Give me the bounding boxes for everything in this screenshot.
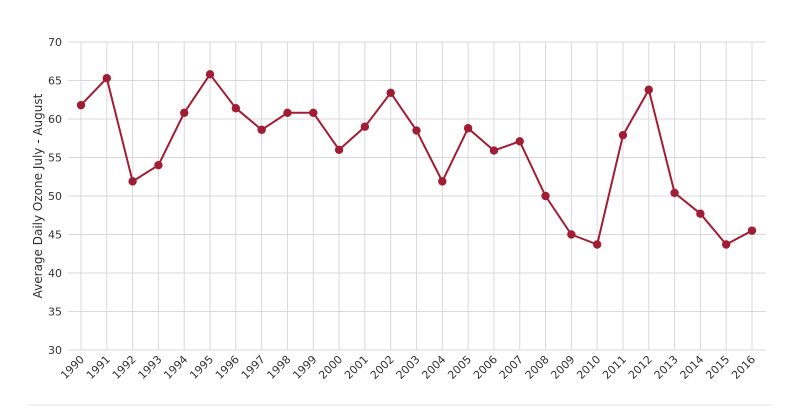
y-tick-label-60: 60 <box>48 113 62 126</box>
data-point-2006 <box>489 146 499 155</box>
x-tick-label-2015: 2015 <box>703 353 732 382</box>
data-point-1990 <box>76 100 86 110</box>
data-point-2003 <box>412 126 421 135</box>
data-point-1994 <box>180 108 189 118</box>
x-tick-label-1998: 1998 <box>265 353 294 382</box>
data-point-2005 <box>463 124 473 133</box>
data-point-1993 <box>154 161 163 170</box>
y-tick-label-65: 65 <box>48 75 62 88</box>
data-point-2009 <box>567 230 576 239</box>
y-tick-label-30: 30 <box>48 344 62 357</box>
y-axis-ticks: 30 35 40 45 50 55 60 65 70 <box>48 36 62 357</box>
x-tick-label-1995: 1995 <box>187 353 216 382</box>
data-point-2010 <box>592 240 602 249</box>
x-tick-label-2006: 2006 <box>471 353 500 382</box>
data-point-2002 <box>386 88 395 98</box>
x-tick-label-1994: 1994 <box>161 353 190 382</box>
y-tick-label-55: 55 <box>48 152 62 165</box>
x-tick-label-2001: 2001 <box>342 353 371 382</box>
x-tick-label-2016: 2016 <box>729 353 758 382</box>
x-tick-label-1999: 1999 <box>290 353 319 382</box>
x-tick-label-1997: 1997 <box>239 353 268 382</box>
data-point-1998 <box>283 108 292 118</box>
y-tick-label-45: 45 <box>48 229 62 242</box>
data-point-2016 <box>747 226 757 235</box>
x-tick-label-2004: 2004 <box>419 353 448 382</box>
data-point-1997 <box>257 125 266 134</box>
data-point-2007 <box>515 137 524 146</box>
data-point-2000 <box>334 145 344 154</box>
data-point-2015 <box>721 240 731 249</box>
y-tick-label-40: 40 <box>48 267 62 280</box>
data-point-1991 <box>102 73 112 83</box>
x-axis-ticks: 1990199119921993199419951996199719981999… <box>58 353 758 382</box>
x-tick-label-2007: 2007 <box>497 353 526 382</box>
x-tick-label-2014: 2014 <box>678 353 707 382</box>
data-point-2004 <box>438 177 447 186</box>
data-point-2011 <box>618 130 628 140</box>
data-point-2013 <box>670 188 679 198</box>
x-tick-label-2009: 2009 <box>548 353 577 382</box>
y-axis-label: Average Daily Ozone July - August <box>31 93 45 298</box>
x-tick-label-2000: 2000 <box>316 353 345 382</box>
x-tick-label-2005: 2005 <box>445 353 474 382</box>
series-group <box>76 70 757 249</box>
data-point-1999 <box>309 108 318 118</box>
x-tick-label-2002: 2002 <box>368 353 397 382</box>
x-tick-label-2010: 2010 <box>574 353 603 382</box>
y-tick-label-70: 70 <box>48 36 62 49</box>
x-tick-label-1996: 1996 <box>213 353 242 382</box>
x-tick-label-2013: 2013 <box>652 353 681 382</box>
data-point-1996 <box>231 104 241 113</box>
x-tick-label-1991: 1991 <box>84 353 113 382</box>
x-tick-label-2003: 2003 <box>394 353 423 382</box>
x-tick-label-1990: 1990 <box>58 353 87 382</box>
data-point-1995 <box>205 70 215 79</box>
x-tick-label-2011: 2011 <box>600 353 629 382</box>
data-point-1992 <box>128 177 137 186</box>
y-tick-label-35: 35 <box>48 306 62 319</box>
x-tick-label-2012: 2012 <box>626 353 655 382</box>
data-point-2012 <box>644 85 653 94</box>
y-tick-label-50: 50 <box>48 190 62 203</box>
data-point-2001 <box>360 122 370 131</box>
grid <box>68 41 766 351</box>
x-tick-label-2008: 2008 <box>523 353 552 382</box>
data-point-2008 <box>541 191 550 201</box>
data-point-2014 <box>696 209 705 218</box>
x-tick-label-1993: 1993 <box>136 353 165 382</box>
x-tick-label-1992: 1992 <box>110 353 139 382</box>
